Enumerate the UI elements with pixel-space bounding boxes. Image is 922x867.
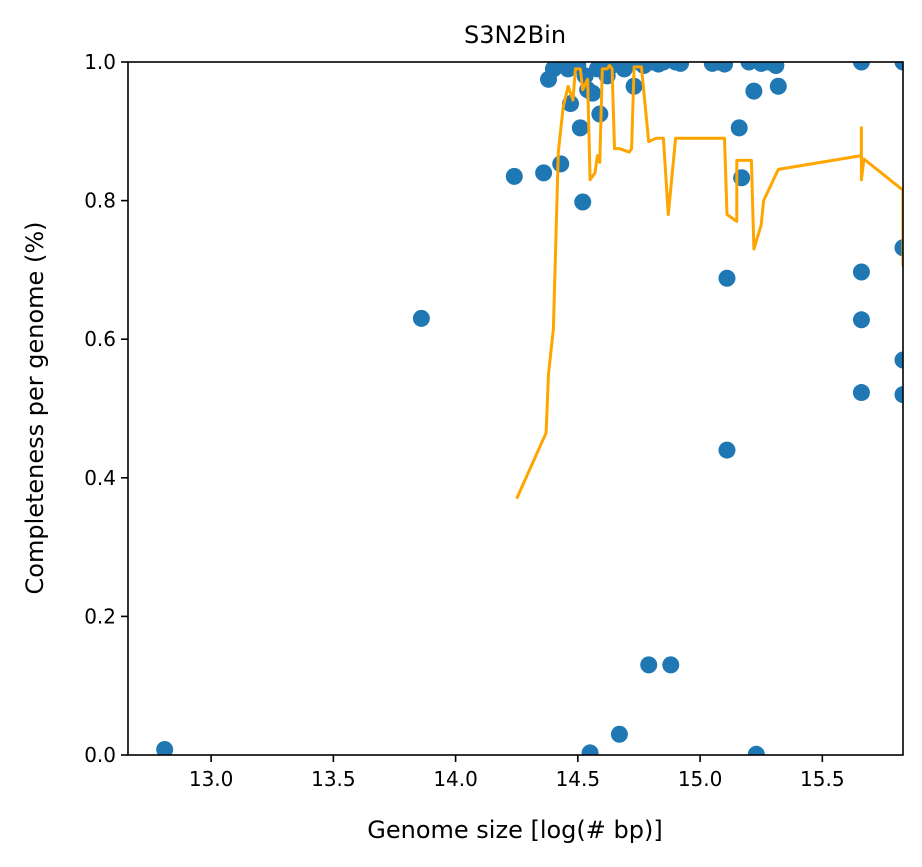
y-tick-label: 1.0 — [84, 50, 116, 74]
data-point — [672, 62, 690, 72]
data-point — [156, 740, 174, 755]
x-axis: 13.0 13.5 14.0 14.5 15.0 15.5 — [189, 755, 845, 791]
y-tick-label: 0.6 — [84, 327, 116, 351]
data-point — [852, 384, 870, 402]
x-tick-label: 13.0 — [189, 767, 234, 791]
y-tick-label: 0.4 — [84, 466, 116, 490]
data-point — [412, 309, 430, 327]
data-point — [894, 351, 903, 369]
data-point — [571, 119, 589, 137]
y-axis: 0.0 0.2 0.4 0.6 0.8 1.0 — [84, 50, 128, 767]
data-point — [894, 62, 903, 71]
data-point — [745, 82, 763, 100]
data-point — [852, 263, 870, 281]
data-point — [852, 62, 870, 71]
x-tick-label: 14.0 — [433, 767, 478, 791]
data-point — [769, 77, 787, 95]
data-point — [716, 62, 734, 73]
x-tick-label: 13.5 — [311, 767, 356, 791]
data-point — [894, 239, 903, 257]
data-point — [718, 269, 736, 287]
x-axis-label: Genome size [log(# bp)] — [367, 816, 662, 844]
x-tick-label: 14.5 — [556, 767, 601, 791]
x-tick-label: 15.0 — [678, 767, 723, 791]
series-line — [515, 64, 903, 500]
data-point — [894, 386, 903, 404]
data-point — [852, 311, 870, 329]
x-tick-label: 15.5 — [800, 767, 845, 791]
y-tick-label: 0.0 — [84, 743, 116, 767]
data-point — [730, 119, 748, 137]
data-point — [535, 164, 553, 182]
plot-frame — [127, 61, 904, 756]
data-point — [767, 62, 785, 74]
data-point — [662, 656, 680, 674]
y-axis-label: Completeness per genome (%) — [21, 222, 49, 595]
y-tick-label: 0.8 — [84, 189, 116, 213]
data-point — [581, 744, 599, 755]
data-point — [640, 656, 658, 674]
data-point — [505, 167, 523, 185]
data-point — [718, 441, 736, 459]
data-point — [610, 725, 628, 743]
data-point — [747, 745, 765, 755]
chart-title: S3N2Bin — [464, 21, 566, 49]
y-tick-label: 0.2 — [84, 604, 116, 628]
data-point — [574, 193, 592, 211]
data-point — [552, 155, 570, 173]
